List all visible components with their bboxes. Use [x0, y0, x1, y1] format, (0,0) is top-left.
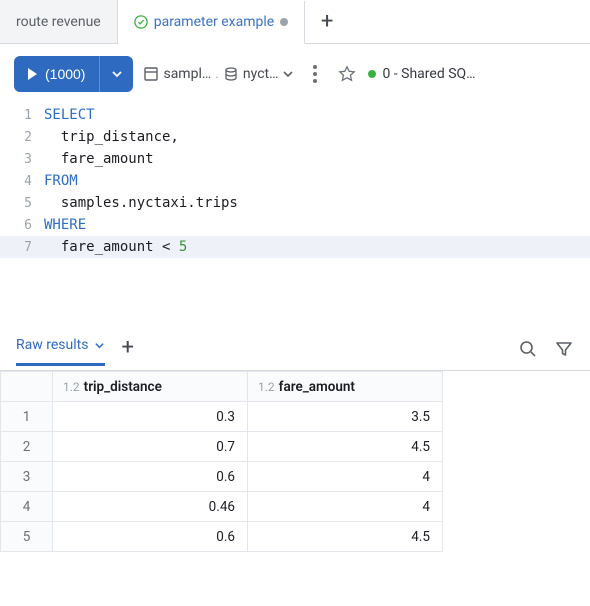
more-options-button[interactable]	[304, 63, 326, 85]
line-number: 1	[0, 108, 44, 123]
line-number: 7	[0, 240, 44, 255]
cluster-selector[interactable]: 0 - Shared SQ…	[368, 66, 475, 82]
separator: .	[215, 66, 219, 82]
code-text: SELECT	[44, 107, 590, 123]
new-tab-button[interactable]: +	[305, 0, 349, 43]
split-gap	[0, 270, 590, 332]
run-limit-label: (1000)	[45, 66, 85, 82]
column-name: fare_amount	[279, 379, 355, 395]
editor-line: 4FROM	[0, 170, 590, 192]
catalog-icon	[143, 66, 159, 82]
cell-value: 3.5	[248, 402, 443, 432]
code-text: trip_distance,	[44, 129, 590, 145]
status-dot-icon	[368, 70, 376, 78]
rownum-header	[1, 372, 53, 402]
column-name: trip_distance	[84, 379, 162, 395]
cell-value: 4.5	[248, 522, 443, 552]
row-number: 4	[1, 492, 53, 522]
editor-line: 1SELECT	[0, 104, 590, 126]
line-number: 2	[0, 130, 44, 145]
tab-parameter-example[interactable]: parameter example	[118, 1, 305, 44]
chevron-down-icon	[282, 68, 294, 80]
play-icon	[28, 68, 37, 80]
editor-line: 5 samples.nyctaxi.trips	[0, 192, 590, 214]
table-row[interactable]: 30.64	[1, 462, 443, 492]
table-row[interactable]: 50.64.5	[1, 522, 443, 552]
run-dropdown-button[interactable]	[99, 56, 133, 92]
line-number: 5	[0, 196, 44, 211]
tab-route-revenue[interactable]: route revenue	[0, 0, 118, 43]
table-row[interactable]: 40.464	[1, 492, 443, 522]
row-number: 2	[1, 432, 53, 462]
results-table: 1.2trip_distance 1.2fare_amount 10.33.52…	[0, 371, 443, 552]
editor-line: 3 fare_amount	[0, 148, 590, 170]
filter-icon	[554, 339, 574, 359]
code-text: WHERE	[44, 217, 590, 233]
kebab-icon	[313, 65, 317, 83]
chevron-down-icon	[111, 68, 123, 80]
unsaved-dot-icon	[280, 18, 288, 26]
cell-value: 0.7	[53, 432, 248, 462]
results-tab-label: Raw results	[16, 337, 88, 353]
cell-value: 0.3	[53, 402, 248, 432]
line-number: 6	[0, 218, 44, 233]
database-icon	[223, 66, 239, 82]
add-results-tab-button[interactable]: +	[121, 335, 133, 368]
editor-line: 6WHERE	[0, 214, 590, 236]
editor-line: 7 fare_amount < 5	[0, 236, 590, 258]
code-text: fare_amount < 5	[44, 239, 590, 255]
catalog-selector[interactable]: sampl… . nyct…	[143, 66, 294, 82]
schema-label: nyct…	[243, 66, 279, 82]
column-type: 1.2	[258, 380, 275, 394]
line-number: 4	[0, 174, 44, 189]
tab-label: route revenue	[16, 14, 101, 30]
code-text: FROM	[44, 173, 590, 189]
cell-value: 0.46	[53, 492, 248, 522]
cell-value: 4	[248, 462, 443, 492]
column-header[interactable]: 1.2 trip_distance	[53, 372, 248, 402]
run-button-group: (1000)	[14, 56, 133, 92]
code-text: fare_amount	[44, 151, 590, 167]
column-header[interactable]: 1.2 fare_amount	[248, 372, 443, 402]
tab-bar: route revenue parameter example +	[0, 0, 590, 44]
code-text: samples.nyctaxi.trips	[44, 195, 590, 211]
editor-line: 2 trip_distance,	[0, 126, 590, 148]
row-number: 1	[1, 402, 53, 432]
cell-value: 0.6	[53, 522, 248, 552]
chevron-down-icon	[94, 340, 105, 351]
cell-value: 0.6	[53, 462, 248, 492]
tab-label: parameter example	[154, 14, 274, 30]
row-number: 3	[1, 462, 53, 492]
sql-editor[interactable]: 1SELECT2 trip_distance,3 fare_amount4FRO…	[0, 104, 590, 270]
cluster-label: 0 - Shared SQ…	[382, 66, 475, 82]
filter-results-button[interactable]	[554, 339, 574, 363]
catalog-label: sampl…	[163, 66, 211, 82]
search-icon	[518, 339, 538, 359]
table-header-row: 1.2 trip_distance 1.2 fare_amount	[1, 372, 443, 402]
star-icon	[338, 65, 356, 83]
table-row[interactable]: 10.33.5	[1, 402, 443, 432]
check-circle-icon	[134, 15, 148, 29]
favorite-button[interactable]	[336, 63, 358, 85]
row-number: 5	[1, 522, 53, 552]
table-row[interactable]: 20.74.5	[1, 432, 443, 462]
results-header: Raw results +	[0, 332, 590, 370]
results-tab-raw[interactable]: Raw results	[16, 337, 105, 366]
cell-value: 4.5	[248, 432, 443, 462]
toolbar: (1000) sampl… . nyct… 0 - Shared SQ…	[0, 44, 590, 104]
line-number: 3	[0, 152, 44, 167]
cell-value: 4	[248, 492, 443, 522]
column-type: 1.2	[63, 380, 80, 394]
run-button[interactable]: (1000)	[14, 56, 99, 92]
search-results-button[interactable]	[518, 339, 538, 363]
